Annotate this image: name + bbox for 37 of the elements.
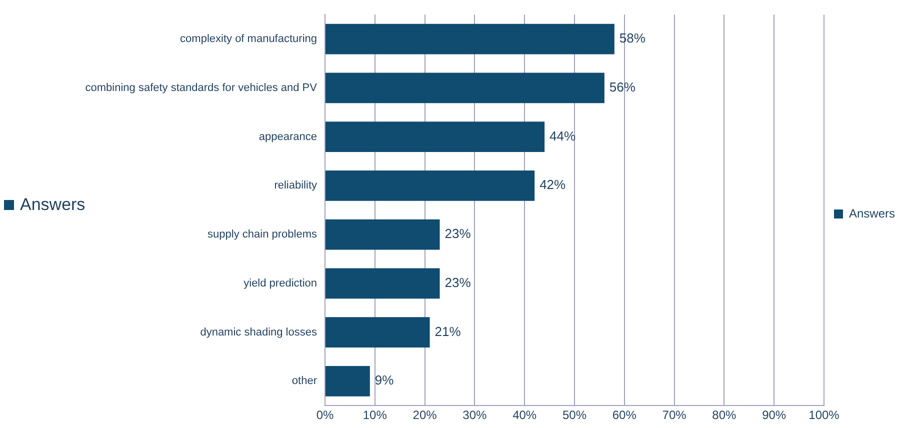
- x-tick-label: 70%: [662, 408, 687, 422]
- x-tick-label: 90%: [762, 408, 786, 422]
- x-tick-label: 30%: [462, 408, 488, 422]
- x-tick-label: 0%: [316, 408, 334, 422]
- data-label: 56%: [609, 79, 636, 94]
- data-label: 23%: [444, 274, 472, 290]
- bar: [326, 317, 430, 348]
- x-tick-label: 20%: [412, 408, 438, 422]
- text: Answers: [20, 195, 86, 215]
- x-tick-label: 100%: [808, 408, 840, 422]
- y-tick-label: appearance: [258, 130, 317, 143]
- y-tick-label: supply chain problems: [208, 228, 318, 241]
- data-label: 42%: [540, 177, 566, 192]
- data-label: 21%: [434, 324, 462, 339]
- bar: [326, 72, 604, 104]
- bar: [326, 219, 440, 250]
- x-tick-label: 80%: [712, 408, 737, 422]
- legend-label: Answers: [848, 206, 895, 220]
- y-tick-label: complexity of manufacturing: [180, 33, 317, 46]
- data-label: 9%: [374, 372, 394, 388]
- data-label: 23%: [444, 226, 472, 242]
- x-tick-label: 50%: [562, 408, 587, 422]
- y-tick-label: yield prediction: [244, 277, 317, 290]
- bar: [326, 24, 614, 54]
- bar: [326, 122, 545, 152]
- x-tick-label: 40%: [512, 408, 537, 422]
- bar: [326, 170, 535, 201]
- y-tick-label: combining safety standards for vehicles and PV: [85, 82, 318, 94]
- x-tick-label: 60%: [612, 408, 637, 422]
- y-tick-label: dynamic shading losses: [200, 326, 318, 338]
- y-tick-label: reliability: [274, 180, 318, 192]
- bar: [326, 268, 440, 299]
- y-tick-label: other: [292, 375, 318, 388]
- x-tick-label: 10%: [362, 408, 388, 422]
- bar: [326, 366, 370, 396]
- data-label: 44%: [550, 128, 576, 144]
- data-label: 58%: [619, 30, 646, 46]
